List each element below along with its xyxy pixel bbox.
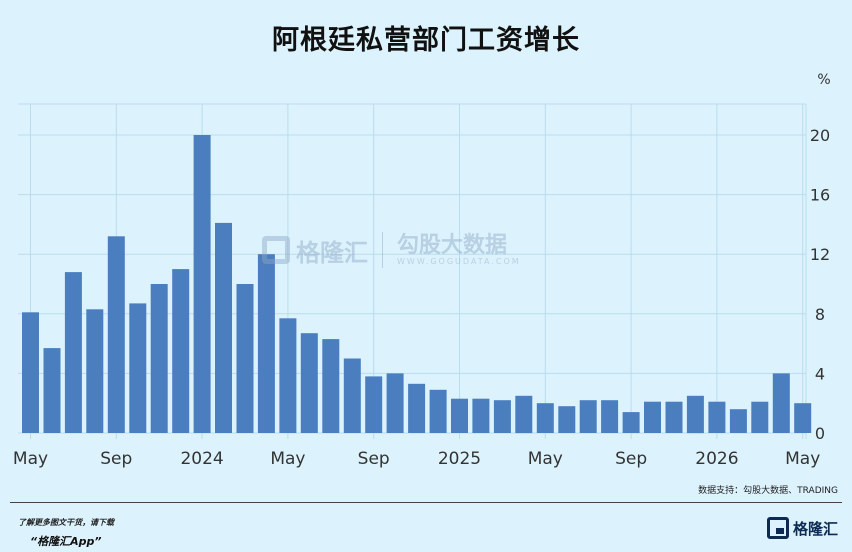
bar xyxy=(622,412,640,433)
bar xyxy=(343,358,361,433)
bar xyxy=(257,254,275,433)
y-tick-labels: 0 4 8 12 16 20 xyxy=(810,126,830,443)
bar xyxy=(386,373,404,433)
bar xyxy=(665,401,683,433)
bar xyxy=(579,400,597,433)
y-tick-label: 12 xyxy=(810,245,830,264)
bar xyxy=(794,403,812,433)
footer-logo: 格隆汇 xyxy=(766,517,838,539)
x-tick-label: May xyxy=(13,449,48,469)
bar xyxy=(451,398,468,433)
bar xyxy=(215,222,232,433)
y-tick-label: 16 xyxy=(810,186,830,205)
bar xyxy=(751,401,769,433)
bar xyxy=(708,401,726,433)
logo-text: 格隆汇 xyxy=(792,519,838,538)
bar xyxy=(558,406,576,433)
bar xyxy=(365,376,383,433)
x-tick-label: 2024 xyxy=(180,449,223,469)
x-tick-labels: May Sep 2024 May Sep 2025 May Sep 2026 May xyxy=(13,449,820,469)
bar xyxy=(536,403,554,433)
x-tick-label: Sep xyxy=(358,449,390,469)
bar xyxy=(429,389,447,433)
watermark-url: WWW.GOGUDATA.COM xyxy=(397,256,521,266)
bar xyxy=(322,339,340,433)
watermark-brand: 格隆汇 xyxy=(296,238,368,267)
x-tick-label: 2026 xyxy=(695,449,738,469)
y-tick-label: 0 xyxy=(815,424,825,443)
bar xyxy=(493,400,511,433)
x-tick-label: Sep xyxy=(615,449,647,469)
x-tick-label: May xyxy=(785,449,820,469)
bar xyxy=(772,373,790,433)
bar xyxy=(300,333,318,433)
footer-divider xyxy=(10,502,842,503)
bar xyxy=(172,269,190,433)
source-note: 数据支持：勾股大数据、TRADING xyxy=(698,486,838,496)
bar xyxy=(472,398,490,433)
y-axis-label: % xyxy=(817,72,830,88)
x-tick-label: 2025 xyxy=(438,449,481,469)
bar xyxy=(86,309,104,433)
bar xyxy=(236,284,254,433)
y-tick-label: 8 xyxy=(815,305,825,324)
bar xyxy=(515,395,533,434)
bar xyxy=(729,409,747,433)
bars xyxy=(22,135,812,434)
bar xyxy=(193,135,211,433)
bar-chart: 0 4 8 12 16 20 May Sep 2024 May Sep 2025 May Sep 2026… xyxy=(13,72,831,469)
footer-promo-text: 了解更多图文干货，请下载 xyxy=(18,518,114,527)
bar xyxy=(644,401,661,433)
footer-app-name: “格隆汇App” xyxy=(30,535,102,548)
chart-title: 阿根廷私营部门工资增长 xyxy=(272,25,580,56)
bar xyxy=(408,383,426,433)
bar xyxy=(107,236,125,433)
logo-icon xyxy=(766,517,789,539)
bar xyxy=(22,312,39,433)
y-tick-label: 4 xyxy=(815,364,825,383)
bar xyxy=(129,303,147,433)
bar xyxy=(601,400,619,433)
watermark-divider xyxy=(382,232,383,268)
x-tick-label: Sep xyxy=(100,449,132,469)
bar xyxy=(150,284,168,433)
bar xyxy=(686,395,704,434)
watermark-name: 勾股大数据 xyxy=(397,232,508,258)
bar xyxy=(43,348,61,433)
bar xyxy=(64,272,82,433)
watermark-logo-icon xyxy=(262,236,290,264)
bar xyxy=(279,318,297,433)
y-tick-label: 20 xyxy=(810,126,830,145)
x-tick-label: May xyxy=(528,449,563,469)
x-tick-label: May xyxy=(270,449,305,469)
watermark: 格隆汇 勾股大数据 WWW.GOGUDATA.COM xyxy=(262,232,521,268)
